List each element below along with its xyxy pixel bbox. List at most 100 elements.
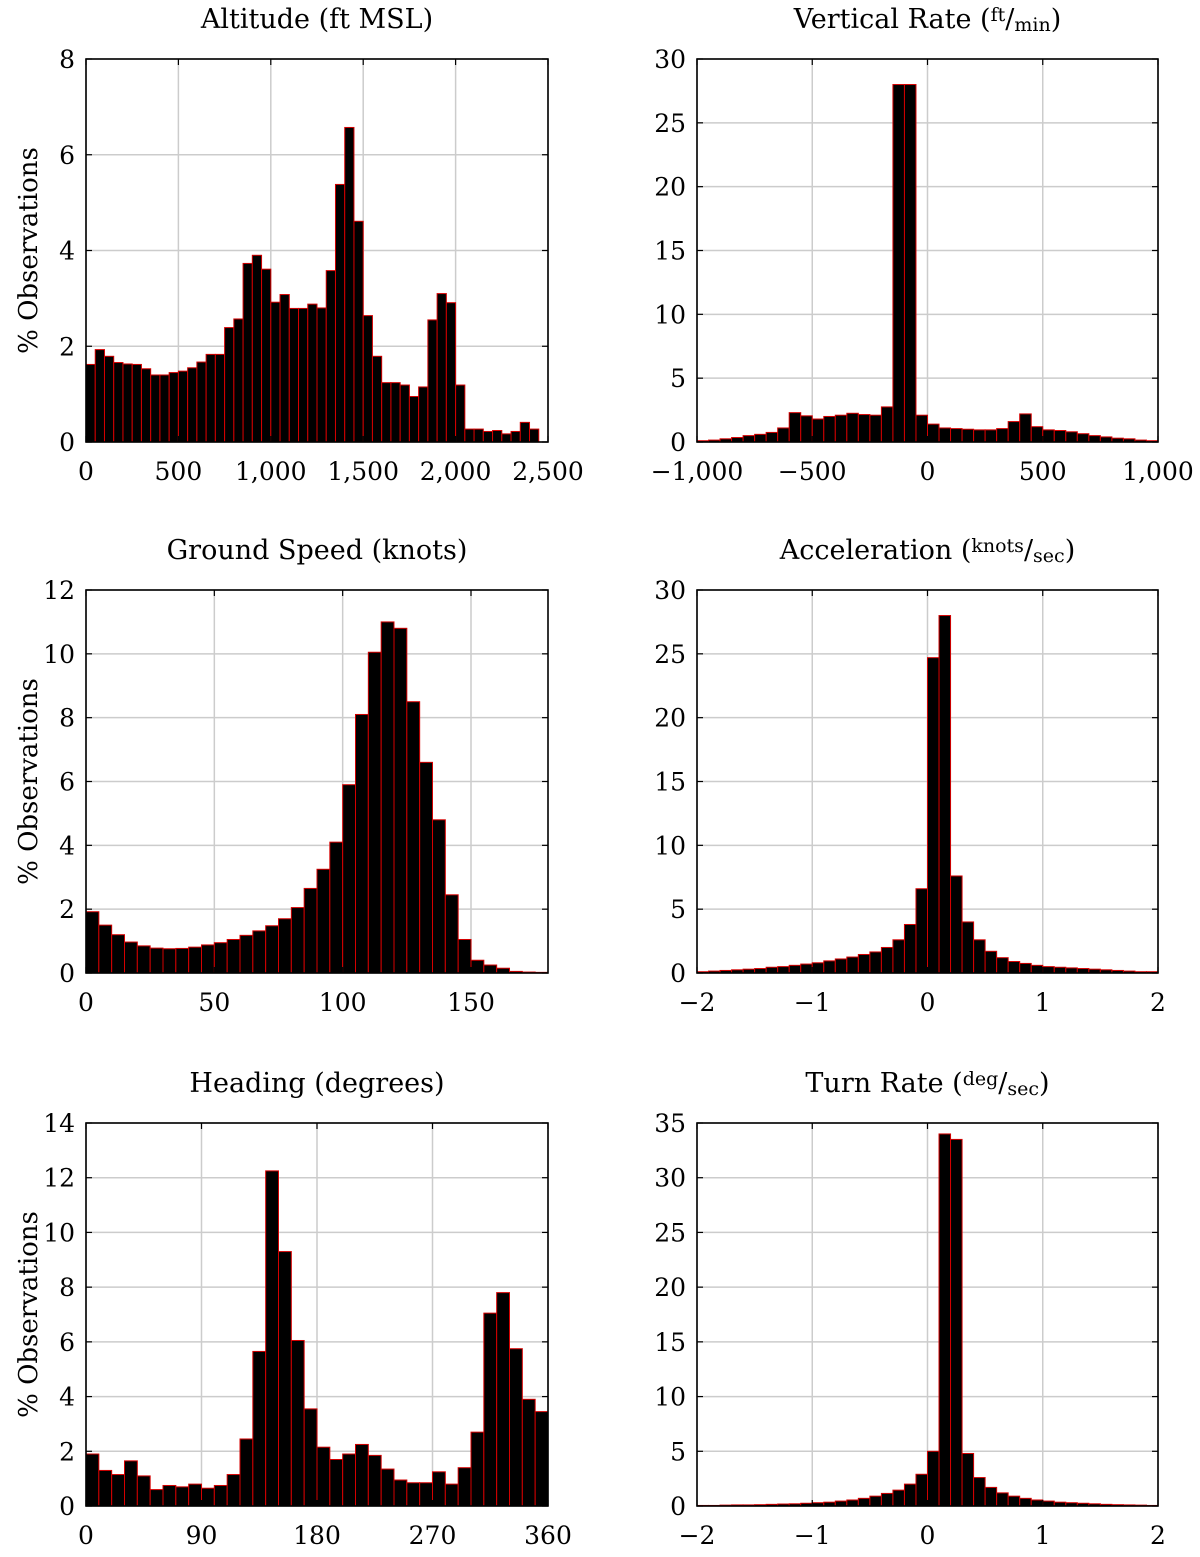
histogram-bar: [529, 428, 540, 443]
histogram-bar: [149, 1489, 164, 1507]
histogram-bar: [371, 355, 383, 443]
chart-title-unit-num: ft: [991, 4, 1006, 26]
y-tick-label: 6: [59, 141, 75, 170]
histogram-bar: [927, 657, 940, 974]
x-tick-label: 1: [1035, 1521, 1051, 1550]
histogram-bar: [290, 1339, 305, 1507]
histogram-bar: [534, 1411, 549, 1507]
chart-title-close: ): [1051, 4, 1062, 35]
histogram-bar: [950, 428, 963, 443]
histogram-bar: [1053, 430, 1067, 443]
histogram-bar: [892, 939, 905, 974]
y-tick-label: 12: [43, 576, 75, 605]
y-tick-label: 4: [59, 237, 75, 266]
histogram-bar: [175, 947, 190, 974]
chart-title-slash: /: [1024, 535, 1034, 566]
ground-speed-panel: 0 50 100 150 0 2 4 6 8 10 12 Ground Speed (knots) % …: [14, 535, 549, 1017]
y-tick-label: 2: [59, 1437, 75, 1466]
chart-title-unit-den: min: [1014, 14, 1050, 36]
histogram-bar: [501, 433, 512, 443]
chart-title-close: ): [1065, 535, 1076, 566]
histogram-bar: [834, 414, 848, 443]
y-tick-label: 0: [670, 1492, 686, 1521]
histogram-bar: [380, 1468, 395, 1507]
y-tick-label: 25: [654, 1218, 686, 1247]
histogram-bar: [342, 1453, 356, 1507]
histogram-bar: [857, 1497, 871, 1507]
histogram-bar: [938, 615, 952, 974]
histogram-bar: [175, 1486, 190, 1507]
histogram-bar: [408, 396, 420, 443]
histogram-bar: [996, 957, 1009, 974]
histogram-bar: [1030, 1499, 1044, 1507]
histogram-bar: [1030, 964, 1044, 974]
histogram-bar: [1007, 421, 1021, 443]
histogram-bar: [996, 428, 1009, 443]
histogram-bar: [316, 307, 327, 443]
histogram-bar: [1019, 962, 1032, 974]
histogram-bar: [984, 1486, 998, 1507]
histogram-bar: [406, 1482, 421, 1507]
histogram-bar: [973, 939, 986, 974]
x-tick-label: 270: [409, 1521, 457, 1550]
histogram-bar: [436, 293, 447, 443]
x-tick-label: −1: [794, 1521, 831, 1550]
y-tick-label: 30: [654, 45, 686, 74]
histogram-bar: [903, 1483, 917, 1507]
y-tick-label: 10: [654, 1383, 686, 1412]
histogram-bar: [205, 353, 216, 443]
histogram-bar: [857, 953, 871, 974]
y-tick-label: 4: [59, 831, 75, 860]
histogram-bar: [483, 964, 498, 974]
histogram-bar: [367, 1454, 382, 1507]
histogram-bar: [251, 254, 263, 443]
histogram-bar: [316, 1446, 331, 1507]
y-tick-label: 15: [654, 237, 686, 266]
histogram-bar: [961, 1452, 975, 1507]
y-tick-label: 0: [670, 959, 686, 988]
histogram-bar: [177, 370, 189, 443]
histogram-bar: [869, 414, 882, 443]
histogram-bar: [233, 318, 244, 443]
x-tick-label: −1,000: [651, 457, 744, 486]
vertical-rate-panel: −1,000 −500 0 500 1,000 0 5 10 15 20 25 30 Vertical …: [651, 4, 1194, 486]
y-tick-label: 2: [59, 895, 75, 924]
chart-title: Acceleration (knots/sec): [779, 535, 1075, 567]
histogram-bar: [973, 1477, 986, 1507]
histogram-bar: [903, 923, 917, 974]
histogram-bar: [742, 435, 756, 443]
histogram-bar: [777, 427, 790, 443]
histogram-bar: [915, 888, 928, 974]
histogram-bar: [242, 262, 253, 443]
histogram-bar: [823, 415, 836, 443]
x-tick-label: 150: [447, 988, 495, 1017]
chart-title: Heading (degrees): [189, 1068, 444, 1099]
histogram-bar: [188, 946, 203, 974]
altitude-panel: 0 500 1,000 1,500 2,000 2,500 0 2 4 6 8 Altitude (f…: [14, 4, 584, 486]
histogram-bar: [226, 1474, 241, 1507]
histogram-bar: [938, 1133, 952, 1507]
y-tick-label: 10: [654, 831, 686, 860]
histogram-bar: [94, 349, 105, 443]
histogram-bar: [252, 1350, 267, 1507]
histogram-bar: [307, 303, 318, 443]
histogram-bar: [188, 1483, 203, 1507]
histogram-bar: [98, 924, 113, 974]
histogram-bar: [103, 355, 115, 443]
histogram-bar: [800, 415, 813, 443]
histogram-bar: [168, 372, 179, 443]
chart-title-main: Acceleration (: [779, 535, 972, 566]
histogram-bar: [85, 363, 96, 443]
histogram-bar: [996, 1492, 1009, 1507]
histogram-bar: [224, 327, 235, 443]
chart-title-main: Turn Rate (: [805, 1068, 962, 1099]
histogram-bar: [418, 386, 429, 443]
histogram-bar: [419, 761, 433, 974]
histogram-bar: [1007, 961, 1021, 974]
x-tick-label: 180: [293, 1521, 341, 1550]
histogram-bar: [1076, 433, 1090, 443]
histogram-bar: [811, 418, 825, 443]
histogram-bar: [915, 1473, 928, 1507]
histogram-bar: [492, 430, 503, 443]
x-tick-label: 0: [78, 988, 94, 1017]
